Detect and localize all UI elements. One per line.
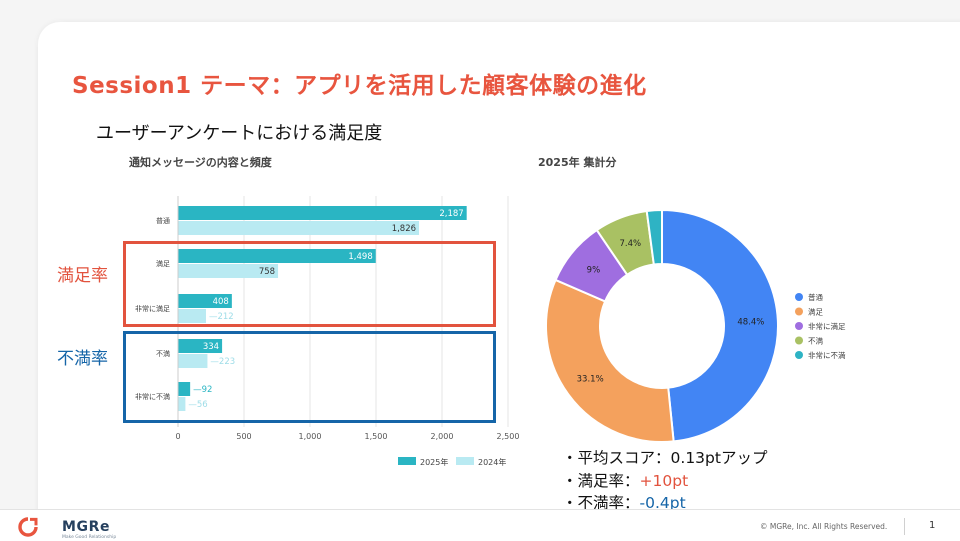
bar-2024: [178, 397, 186, 411]
bar-value-label: —223: [210, 357, 235, 367]
donut-chart-title: 2025年 集計分: [538, 156, 617, 169]
slide-subtitle: ユーザーアンケートにおける満足度: [96, 123, 383, 144]
satisfied-highlight-box: [123, 241, 496, 327]
bar-value-label: —92: [193, 385, 212, 395]
summary-notes: ・平均スコア：0.13ptアップ ・満足率：+10pt ・不満率：-0.4pt: [562, 447, 767, 515]
bar-category-label: 満足: [156, 260, 170, 268]
bar-2025: [178, 294, 232, 308]
donut-value-label: 48.4%: [737, 318, 764, 328]
bar-value-label: 758: [259, 267, 275, 277]
donut-legend-label: 非常に不満: [808, 350, 846, 360]
bar-2025: [178, 339, 223, 353]
bar-x-tick-label: 2,500: [497, 432, 520, 441]
slide-title: Session1 テーマ：アプリを活用した顧客体験の進化: [72, 73, 647, 99]
bar-legend-label: 2024年: [478, 457, 506, 467]
bar-x-tick-label: 2,000: [431, 432, 454, 441]
dissatisfied-highlight-box: [123, 331, 496, 423]
bar-value-label: 334: [203, 342, 219, 352]
donut-legend-marker: [795, 307, 803, 316]
donut-value-label: 7.4%: [619, 239, 641, 249]
satisfied-rate-label: 満足率: [57, 266, 108, 286]
bar-value-label: 1,498: [348, 252, 372, 262]
logo-name: MGRe: [62, 519, 111, 535]
bar-x-tick-label: 1,500: [365, 432, 388, 441]
donut-legend-marker: [795, 293, 803, 301]
donut-legend-label: 普通: [808, 292, 823, 302]
donut-slice: [545, 278, 675, 443]
bar-2024: [178, 354, 208, 368]
donut-legend-label: 満足: [808, 308, 823, 317]
bar-value-label: 1,826: [392, 224, 416, 234]
bar-2025: [178, 206, 467, 220]
bar-2024: [178, 264, 279, 278]
bar-x-tick-label: 500: [236, 432, 251, 441]
bar-value-label: —212: [209, 312, 234, 322]
bar-x-tick-label: 0: [175, 432, 180, 441]
donut-legend-label: 非常に満足: [808, 321, 846, 331]
bar-value-label: 408: [213, 297, 229, 307]
bar-category-label: 普通: [156, 216, 170, 225]
bar-2025: [178, 382, 191, 396]
dissatisfied-rate-label: 不満率: [57, 349, 108, 369]
bar-legend-swatch: [456, 457, 474, 465]
donut-slice: [661, 208, 779, 443]
donut-slice: [645, 208, 663, 266]
bar-category-label: 不満: [156, 350, 170, 358]
bar-2024: [178, 221, 420, 235]
donut-legend-label: 不満: [808, 337, 823, 346]
note-satisfaction: ・満足率：+10pt: [562, 471, 689, 490]
note-average-score: ・平均スコア：0.13ptアップ: [562, 449, 768, 467]
bar-value-label: 2,187: [439, 209, 463, 219]
logo-mark-icon: [18, 517, 38, 537]
donut-value-label: 33.1%: [577, 375, 604, 385]
page-number: 1: [929, 520, 936, 531]
bar-category-label: 非常に不満: [135, 392, 170, 401]
bar-2024: [178, 309, 206, 323]
bar-x-tick-label: 1,000: [299, 432, 322, 441]
donut-legend-marker: [795, 336, 803, 345]
donut-legend-marker: [795, 351, 803, 359]
bar-2025: [178, 249, 376, 263]
note-dissatisfaction: ・不満率：-0.4pt: [562, 494, 686, 512]
bar-category-label: 非常に満足: [135, 304, 170, 313]
donut-value-label: 9%: [587, 265, 601, 275]
bar-legend-swatch: [398, 457, 416, 465]
logo-tagline: Make Good Relationship: [62, 535, 117, 540]
footer: MGRe Make Good Relationship © MGRe, Inc.…: [0, 509, 960, 541]
bar-value-label: —56: [188, 400, 207, 410]
copyright: © MGRe, Inc. All Rights Reserved.: [760, 522, 888, 531]
footer-divider: [904, 518, 905, 535]
bar-chart-title: 通知メッセージの内容と頻度: [129, 156, 272, 169]
donut-legend-marker: [795, 322, 803, 330]
bar-legend-label: 2025年: [420, 457, 448, 467]
